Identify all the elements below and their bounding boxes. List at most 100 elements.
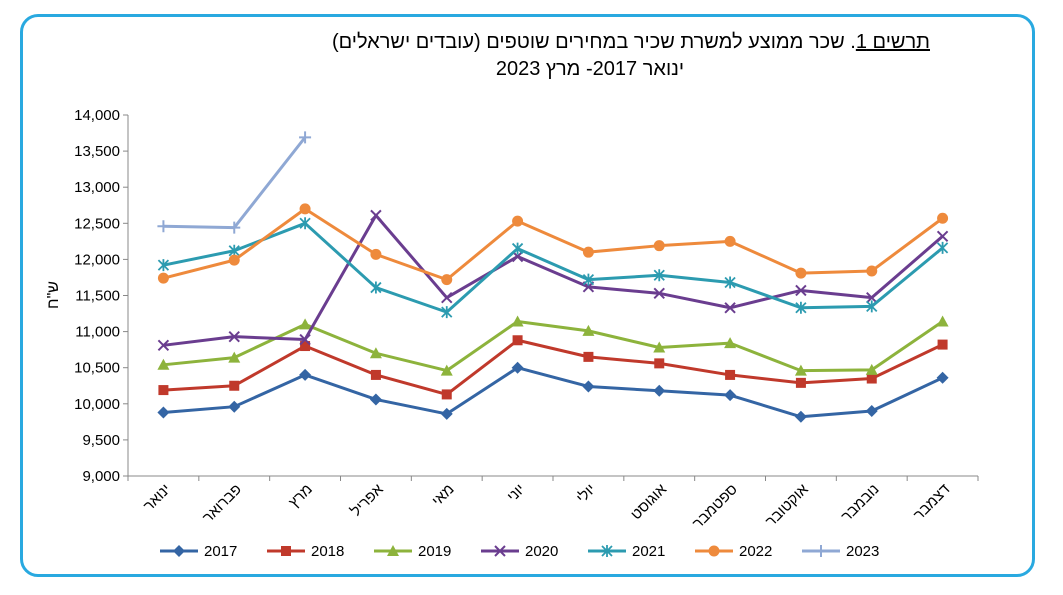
- series-line-2022: [163, 207, 944, 282]
- data-point-2017: [865, 405, 878, 418]
- y-tick-label: 13,500: [74, 143, 120, 160]
- data-point-2021: [724, 276, 736, 289]
- data-point-2020: [653, 287, 665, 300]
- x-tick-label: נובמבר: [838, 481, 883, 526]
- data-point-2022: [653, 240, 665, 252]
- y-tick-label: 14,000: [74, 107, 120, 124]
- data-point-2017: [440, 407, 453, 420]
- y-tick-label: 10,500: [74, 360, 120, 377]
- legend-label-2022: 2022: [739, 543, 772, 560]
- data-point-2021: [795, 301, 807, 314]
- legend-marker-2023: [815, 545, 827, 557]
- data-point-2018: [654, 358, 665, 369]
- legend-marker-2018: [281, 546, 291, 556]
- data-point-2018: [866, 373, 877, 384]
- chart-title-text: . שכר ממוצע למשרת שכיר במחירים שוטפים (ע…: [331, 31, 856, 53]
- data-point-2018: [370, 369, 381, 380]
- data-point-2020: [441, 291, 453, 304]
- data-point-2018: [441, 389, 452, 400]
- data-point-2022: [512, 215, 524, 227]
- data-point-2017: [724, 389, 737, 402]
- data-point-2018: [158, 385, 169, 396]
- chart-frame: [20, 14, 1035, 577]
- chart-subtitle: ינואר 2017- מרץ 2023: [495, 58, 685, 80]
- data-point-2021: [370, 281, 382, 294]
- data-point-2018: [229, 380, 240, 391]
- data-point-2022: [937, 212, 949, 224]
- data-point-2019: [582, 324, 595, 336]
- series-line-2018: [163, 338, 944, 396]
- legend-marker-2021: [601, 545, 613, 557]
- y-tick-label: 12,000: [74, 251, 120, 268]
- data-point-2021: [653, 269, 665, 282]
- data-point-2018: [937, 339, 948, 350]
- data-point-2021: [936, 241, 949, 254]
- data-point-2020: [370, 209, 382, 222]
- data-point-2021: [299, 217, 311, 230]
- data-point-2017: [582, 380, 595, 393]
- legend-label-2020: 2020: [525, 543, 558, 560]
- data-point-2021: [582, 273, 595, 286]
- series-line-2017: [163, 366, 944, 419]
- data-point-2019: [653, 341, 666, 353]
- data-point-2020: [795, 284, 807, 297]
- data-point-2017: [369, 393, 382, 406]
- data-point-2019: [440, 364, 453, 376]
- data-point-2023: [157, 220, 170, 233]
- data-point-2022: [582, 246, 594, 258]
- data-point-2018: [512, 335, 523, 346]
- data-point-2020: [299, 333, 311, 346]
- data-point-2020: [157, 339, 170, 352]
- x-tick-label: מאי: [429, 481, 458, 510]
- x-tick-label: פברואר: [199, 481, 245, 527]
- data-point-2021: [866, 300, 878, 313]
- data-point-2020: [724, 302, 736, 314]
- y-tick-label: 11,000: [75, 324, 120, 341]
- legend-marker-2017: [173, 545, 185, 557]
- chart-title-number: תרשים 1: [855, 31, 930, 53]
- data-point-2022: [441, 274, 453, 286]
- x-tick-label: ינואר: [140, 481, 174, 515]
- data-point-2022: [866, 265, 878, 277]
- x-tick-label: יוני: [504, 481, 528, 505]
- y-tick-label: 10,000: [74, 396, 120, 413]
- data-point-2022: [795, 267, 807, 279]
- legend-label-2023: 2023: [846, 543, 879, 560]
- data-point-2022: [228, 254, 240, 266]
- data-point-2019: [865, 363, 878, 375]
- data-point-2020: [936, 230, 949, 243]
- data-point-2019: [724, 337, 737, 349]
- y-tick-label: 9,000: [82, 468, 120, 485]
- data-point-2021: [511, 242, 524, 255]
- chart-title: תרשים 1. שכר ממוצע למשרת שכיר במחירים שו…: [250, 30, 930, 54]
- data-point-2019: [228, 351, 241, 363]
- data-point-2018: [583, 351, 594, 362]
- data-point-2019: [511, 315, 524, 327]
- data-point-2017: [511, 361, 524, 374]
- data-point-2019: [369, 347, 382, 359]
- legend-label-2018: 2018: [311, 543, 344, 560]
- data-point-2017: [228, 400, 241, 413]
- data-point-2023: [228, 221, 241, 234]
- series-line-2021: [163, 221, 944, 314]
- data-point-2023: [299, 131, 312, 144]
- data-point-2019: [936, 315, 949, 327]
- data-point-2020: [866, 291, 878, 304]
- series-line-2020: [163, 213, 944, 347]
- data-point-2018: [300, 341, 311, 352]
- y-axis-label: ש"ח: [45, 281, 62, 309]
- data-point-2017: [936, 371, 949, 384]
- legend-label-2017: 2017: [204, 543, 237, 560]
- data-point-2019: [794, 364, 807, 376]
- x-tick-label: אפריל: [348, 480, 388, 520]
- data-point-2017: [794, 410, 807, 423]
- data-point-2021: [441, 306, 453, 319]
- legend-marker-2019: [387, 545, 399, 556]
- data-point-2022: [157, 272, 169, 284]
- data-point-2017: [653, 384, 666, 397]
- data-point-2022: [370, 248, 382, 260]
- x-tick-label: אוקטובר: [762, 480, 812, 530]
- x-tick-label: יולי: [573, 481, 599, 507]
- data-point-2018: [725, 369, 736, 380]
